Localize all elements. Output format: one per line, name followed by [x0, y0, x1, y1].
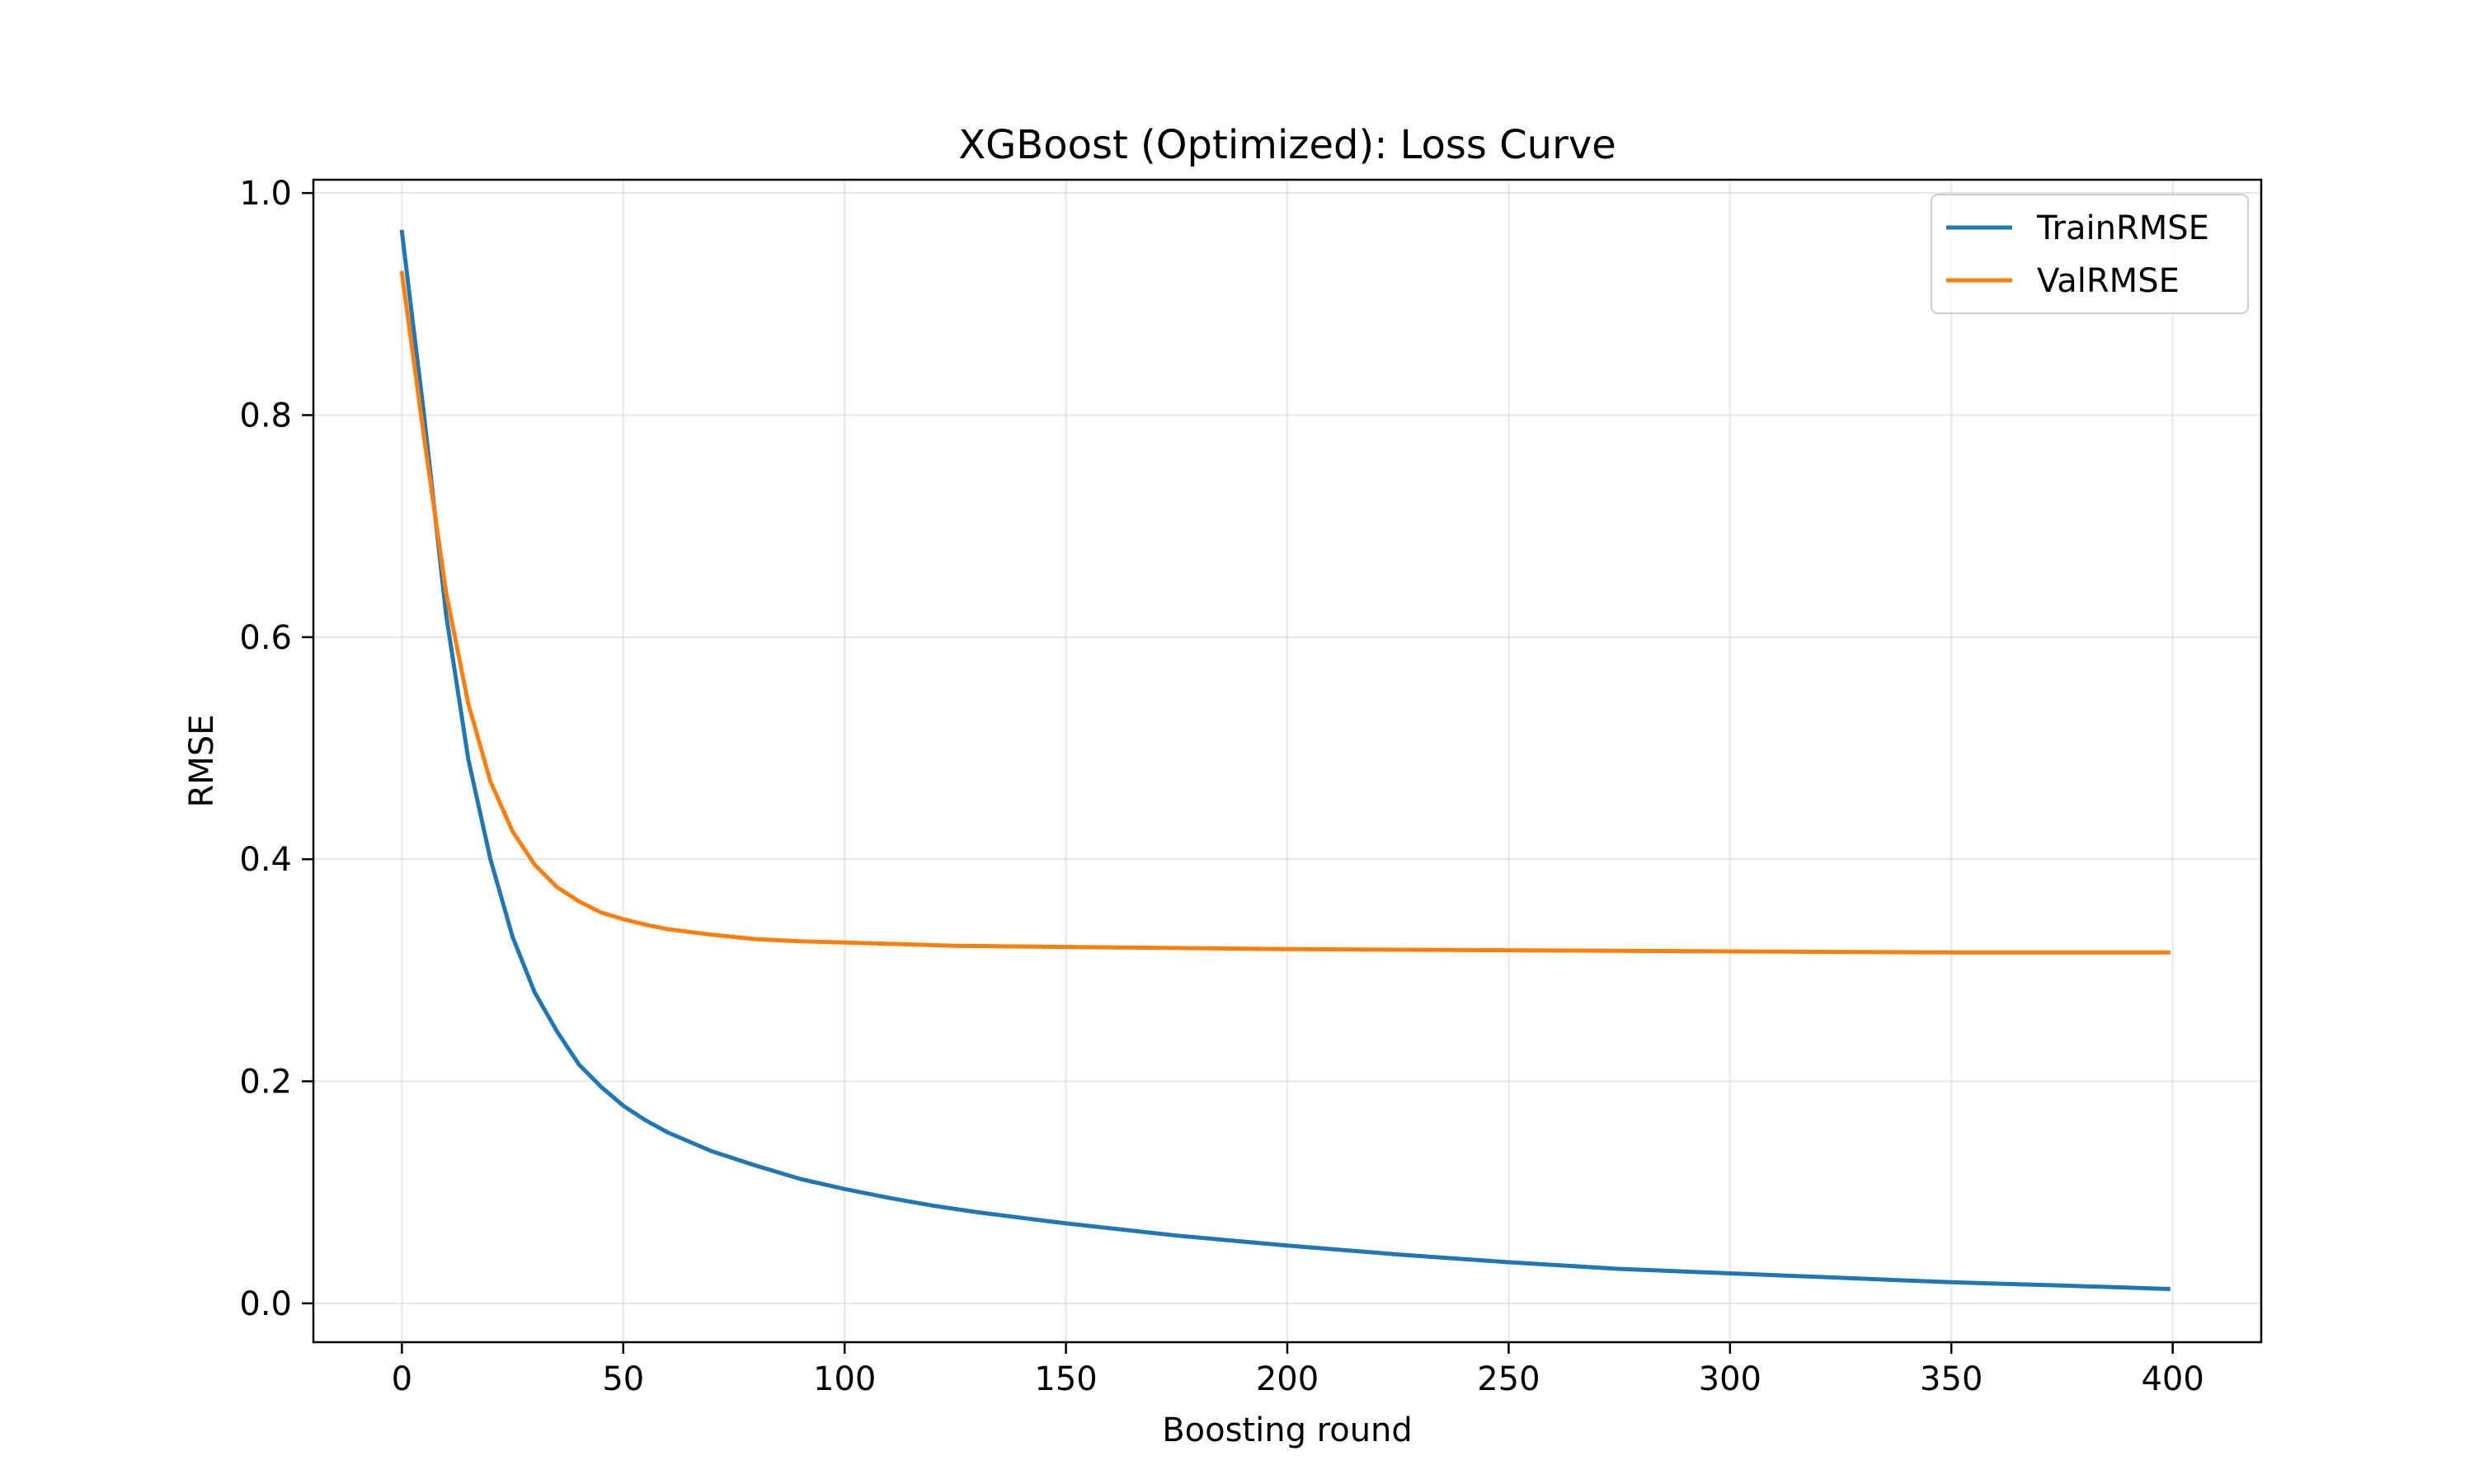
- grid: [313, 180, 2261, 1342]
- x-tick-label: 350: [1920, 1360, 1982, 1398]
- y-tick-label: 0.2: [239, 1064, 292, 1101]
- chart-title: XGBoost (Optimized): Loss Curve: [958, 122, 1616, 168]
- x-tick-label: 250: [1477, 1360, 1540, 1398]
- legend-label-trainrmse: TrainRMSE: [2036, 209, 2209, 247]
- y-tick-label: 0.8: [239, 397, 292, 435]
- legend-box: [1931, 194, 2249, 314]
- legend: TrainRMSE ValRMSE: [1931, 194, 2249, 314]
- x-axis-ticks: 0 50 100 150 200 250 300 350 400: [392, 1342, 2204, 1398]
- legend-label-valrmse: ValRMSE: [2037, 262, 2180, 300]
- series-lines: [399, 229, 2171, 1291]
- series-line-valrmse: [399, 270, 2171, 955]
- y-tick-label: 0.6: [239, 619, 292, 657]
- x-tick-label: 150: [1034, 1360, 1097, 1398]
- x-tick-label: 300: [1699, 1360, 1761, 1398]
- y-axis-title: RMSE: [183, 715, 221, 808]
- y-tick-label: 0.0: [239, 1285, 292, 1323]
- x-tick-label: 100: [813, 1360, 876, 1398]
- x-axis-title: Boosting round: [1162, 1411, 1413, 1449]
- series-line-trainrmse: [399, 229, 2171, 1291]
- x-tick-label: 200: [1256, 1360, 1319, 1398]
- x-tick-label: 400: [2141, 1360, 2204, 1398]
- x-tick-label: 50: [602, 1360, 644, 1398]
- y-axis-ticks: 0.0 0.2 0.4 0.6 0.8 1.0: [239, 175, 313, 1323]
- x-tick-label: 0: [392, 1360, 412, 1398]
- y-tick-label: 1.0: [239, 175, 292, 213]
- y-tick-label: 0.4: [239, 841, 292, 879]
